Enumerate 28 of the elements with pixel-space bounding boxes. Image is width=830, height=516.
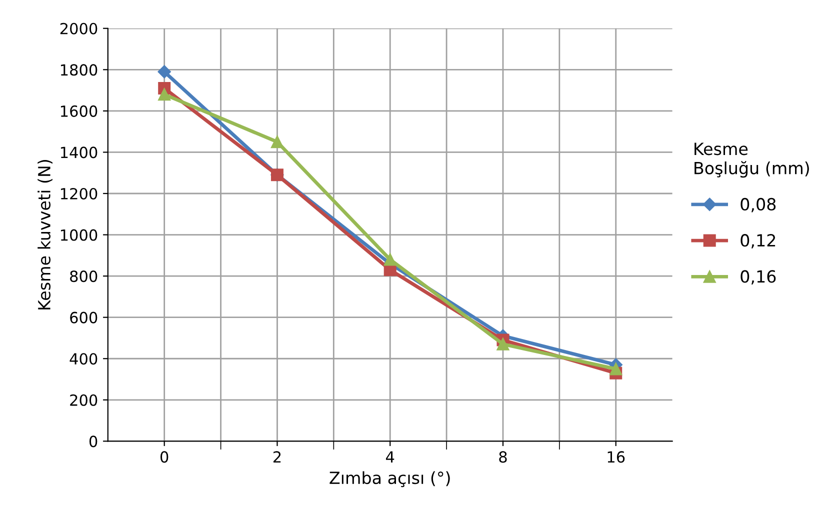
x-tick-label: 4 [386,451,394,463]
x-tick-label: 0 [160,451,168,463]
point [270,136,284,148]
x-tick-label: 8 [499,451,507,463]
x-axis-title: Zımba açısı (°) [330,471,450,488]
y-tick-label: 1400 [60,146,98,158]
y-tick-label: 600 [70,312,98,324]
legend-label: 0,16 [740,270,776,284]
y-tick-label: 1000 [60,229,98,241]
point [384,253,396,266]
point [496,338,510,350]
point [158,65,171,78]
legend-label: 0,12 [740,234,776,248]
x-tick-label: 16 [608,451,625,463]
y-tick-label: 0 [89,436,98,448]
y-tick-label: 1600 [60,105,98,117]
y-tick-label: 400 [70,353,98,365]
y-tick-label: 2000 [60,22,98,34]
y-tick-label: 1800 [60,64,98,76]
y-tick-label: 1200 [60,188,98,200]
legend-title: Kesme Boşluğu (mm) [694,142,809,178]
x-tick-label: 2 [273,451,281,463]
legend-label: 0,08 [740,198,776,212]
y-tick-label: 200 [70,394,98,406]
point [158,88,171,101]
y-tick-label: 800 [70,270,98,282]
y-axis-title: Kesme kuvveti (N) [38,160,52,310]
point [610,362,622,376]
